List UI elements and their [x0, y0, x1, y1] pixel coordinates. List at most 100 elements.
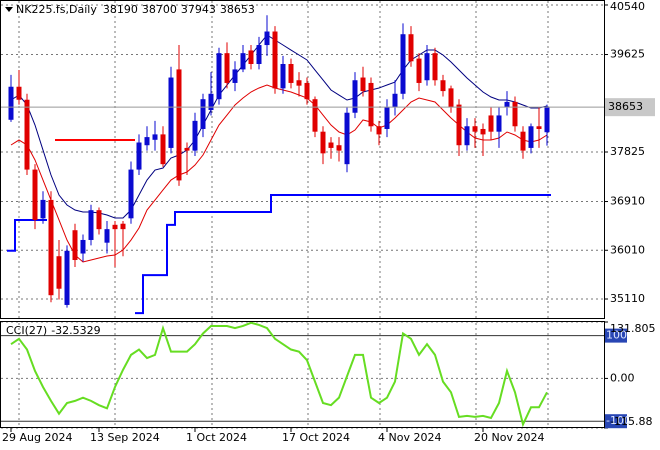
candle-body [448, 88, 454, 108]
candle-body [440, 80, 446, 92]
collapse-icon [5, 7, 13, 12]
close-value: 38653 [220, 3, 255, 16]
candle-body [488, 115, 494, 132]
candle-body [120, 223, 126, 230]
low-value: 37943 [181, 3, 216, 16]
level-box [605, 328, 627, 343]
level-label: -100 [606, 414, 631, 427]
y-tick-label: 131.805 [610, 322, 656, 335]
cci-value: -32.5329 [51, 324, 100, 337]
candle-body [400, 34, 406, 94]
step-line [135, 194, 551, 315]
candle-body [216, 53, 222, 100]
candle-body [168, 77, 174, 148]
y-tick-label: 40540 [610, 0, 645, 13]
candle-body [104, 229, 110, 243]
candle-body [304, 82, 310, 100]
candle-body [112, 224, 118, 230]
x-tick-label: 4 Nov 2024 [378, 431, 441, 444]
candle-body [416, 58, 422, 83]
x-tick-label: 13 Sep 2024 [90, 431, 160, 444]
candle-body [520, 131, 526, 151]
candle-body [240, 53, 246, 70]
y-tick-label: 0.00 [610, 371, 635, 384]
y-tick-label: -115.88 [610, 415, 652, 428]
candle-body [208, 93, 214, 111]
level-box [605, 414, 627, 429]
step-line [7, 218, 47, 252]
cci-header: CCI(27) -32.5329 [6, 324, 101, 337]
candle-body [40, 199, 46, 219]
candle-body [536, 126, 542, 129]
candle-body [360, 77, 366, 92]
candle-body [232, 69, 238, 83]
candle-body [248, 50, 254, 65]
candle-body [544, 107, 550, 133]
cci-line [10, 321, 548, 428]
open-value: 38190 [103, 3, 138, 16]
candle-body [328, 142, 334, 148]
candle-body [320, 131, 326, 154]
last-price-label: 38653 [608, 100, 643, 113]
candle-body [456, 104, 462, 146]
candle-body [504, 101, 510, 108]
plot-layer [1, 1, 608, 429]
candle-body [512, 101, 518, 127]
candle-body [128, 169, 134, 219]
candle-body [312, 99, 318, 132]
candle-body [152, 134, 158, 140]
candle-body [336, 145, 342, 151]
candle-body [344, 112, 350, 165]
candle-body [160, 134, 166, 165]
candle-body [280, 64, 286, 89]
symbol: NK225.fs,Daily [16, 3, 97, 16]
candle-body [72, 230, 78, 261]
candle-body [256, 45, 262, 65]
candle-body [352, 80, 358, 113]
x-tick-label: 17 Oct 2024 [282, 431, 350, 444]
high-value: 38700 [142, 3, 177, 16]
y-tick-label: 39625 [610, 48, 645, 61]
candle-body [264, 31, 270, 46]
candle-body [136, 142, 142, 170]
y-tick-label: 36910 [610, 195, 645, 208]
level-label: 100 [606, 329, 627, 342]
candle-body [200, 99, 206, 129]
main-frame [0, 0, 605, 319]
candle-body [80, 239, 86, 254]
candle-body [184, 147, 190, 151]
candle-body [144, 137, 150, 146]
candle-body [272, 31, 278, 89]
candle-body [496, 115, 502, 132]
candle-body [56, 256, 62, 289]
candle-body [88, 210, 94, 240]
candle-body [472, 126, 478, 132]
candle-body [192, 120, 198, 151]
candle-body [480, 128, 486, 135]
x-tick-label: 1 Oct 2024 [186, 431, 247, 444]
candle-body [424, 53, 430, 81]
candle-body [376, 126, 382, 135]
y-tick-label: 35110 [610, 292, 645, 305]
candle-body [368, 82, 374, 127]
x-tick-label: 20 Nov 2024 [474, 431, 544, 444]
candle-body [432, 53, 438, 81]
x-tick-label: 29 Aug 2024 [2, 431, 72, 444]
candle-body [48, 199, 54, 296]
candle-body [176, 69, 182, 181]
candle-body [296, 80, 302, 86]
candle-body [32, 169, 38, 220]
candle-body [8, 86, 14, 120]
candle-body [24, 99, 30, 170]
cci-title: CCI(27) [6, 324, 47, 337]
main-header: NK225.fs,Daily 38190 38700 37943 38653 [16, 3, 255, 16]
candle-body [528, 126, 534, 148]
cci-frame [0, 321, 605, 428]
candle-body [392, 93, 398, 108]
candle-body [384, 107, 390, 129]
y-tick-label: 36010 [610, 243, 645, 256]
candle-body [224, 53, 230, 83]
last-price-box [605, 98, 655, 117]
